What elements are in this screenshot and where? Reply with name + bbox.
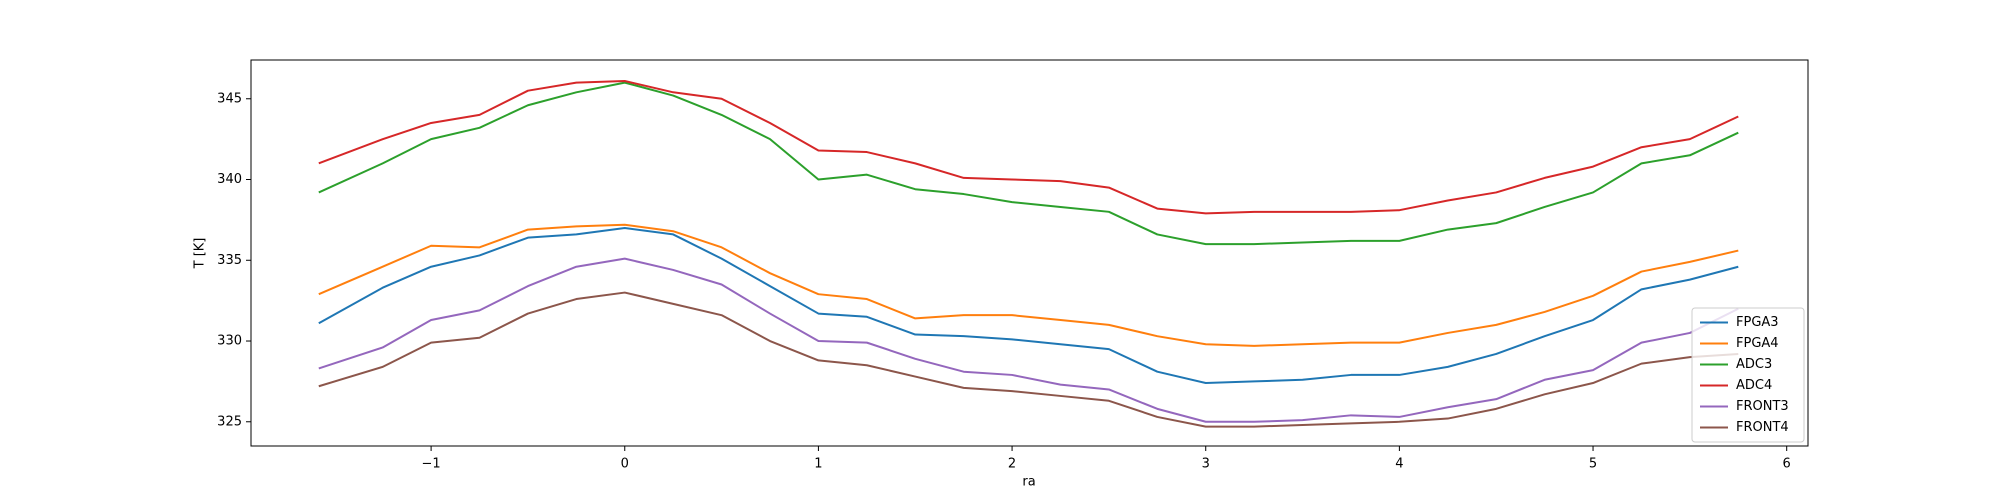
series-line [318, 226, 1739, 385]
y-axis-label: T [K] [193, 238, 208, 270]
plot-frame [250, 59, 1809, 447]
x-tick-label: 5 [1589, 457, 1597, 472]
x-axis-label: ra [1022, 475, 1035, 490]
legend-label: FRONT3 [1736, 399, 1789, 414]
x-tick-label: 3 [1202, 457, 1210, 472]
x-tick-label: 0 [621, 457, 629, 472]
legend-label: FPGA4 [1736, 336, 1779, 351]
y-tick-label: 340 [217, 172, 242, 187]
x-tick-label: 1 [814, 457, 822, 472]
series-line [318, 81, 1739, 246]
x-tick-label: −1 [422, 457, 441, 472]
x-tick-label: 2 [1008, 457, 1016, 472]
x-tick-label: 4 [1395, 457, 1403, 472]
y-tick-label: 330 [217, 334, 242, 349]
series-line [318, 291, 1739, 428]
series-line [318, 223, 1739, 347]
y-tick-label: 345 [217, 91, 242, 106]
legend-label: ADC4 [1736, 378, 1772, 393]
y-tick-label: 335 [217, 253, 242, 268]
series-line [318, 257, 1739, 423]
legend-box [1691, 307, 1805, 443]
x-tick-label: 6 [1783, 457, 1791, 472]
legend-label: FPGA3 [1736, 315, 1779, 330]
series-line [318, 79, 1739, 215]
legend-label: ADC3 [1736, 357, 1772, 372]
legend-label: FRONT4 [1736, 420, 1789, 435]
y-tick-label: 325 [217, 414, 242, 429]
